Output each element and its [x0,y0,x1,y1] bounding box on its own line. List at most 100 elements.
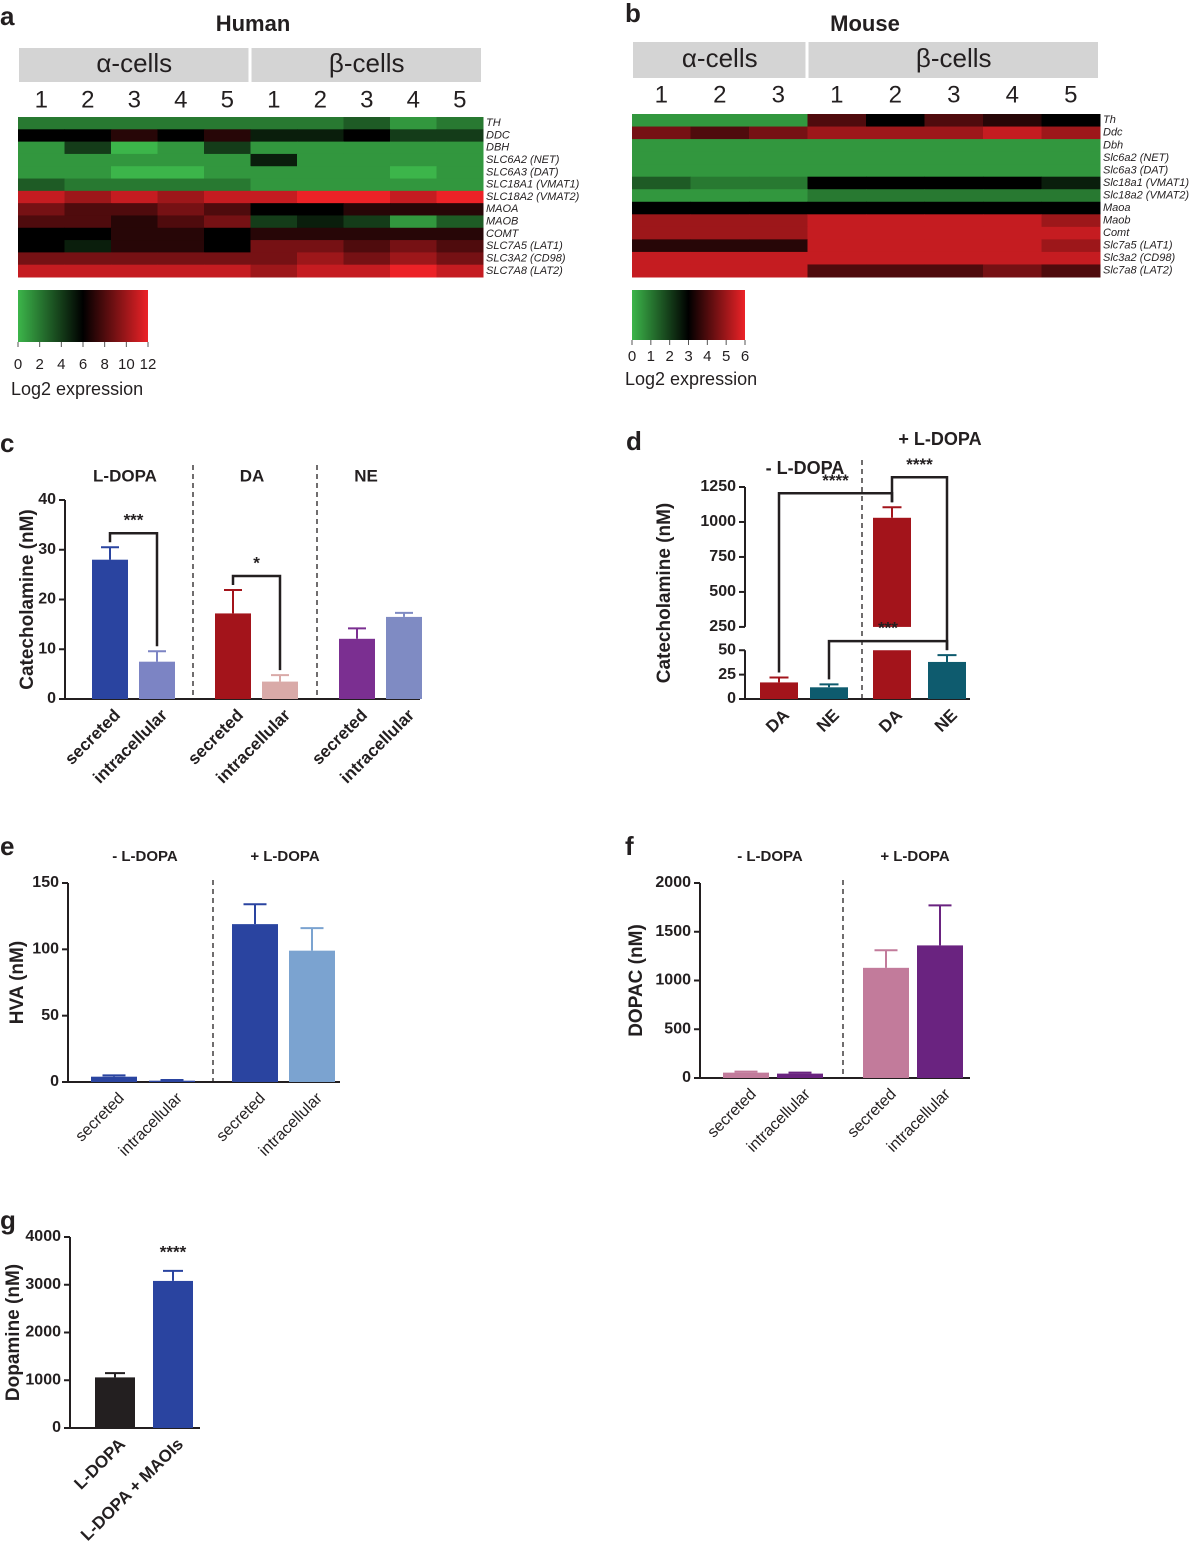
heatmap-cell [18,215,65,229]
heatmap-cell [250,190,298,204]
sample-label: 3 [360,86,373,113]
heatmap-cell [924,126,984,140]
y-axis-label: Dopamine (nM) [3,1264,24,1401]
gene-label: DDC [486,129,510,141]
error-bar [102,1074,126,1077]
heatmap-cell [111,117,158,130]
heatmap-cell [866,201,925,215]
heatmap-cell [807,164,867,178]
gene-label: Slc6a3 (DAT) [1103,164,1169,176]
heatmap-cell [204,240,251,253]
y-tick-label: 100 [32,941,59,958]
heatmap-cell [924,176,984,190]
error-bar [163,1269,183,1281]
heatmap-cell [807,264,867,278]
x-tick-label: secreted [213,1090,268,1145]
heatmap-cell [983,189,1042,203]
heatmap-cell [390,264,437,278]
x-tick-label: secreted [72,1090,127,1145]
error-bar [348,627,366,639]
sample-label: 5 [453,86,466,113]
heatmap-cell [343,190,391,204]
heatmap-cell [807,151,867,165]
heatmap-cell [632,189,691,203]
error-bar [300,927,324,951]
bar [777,1073,823,1078]
bar [386,616,422,699]
heatmap-cell [64,153,112,167]
heatmap-cell [297,227,344,241]
colorbar-tick-label: 2 [665,348,673,365]
heatmap-cell [866,264,925,278]
sample-label: 5 [221,86,234,113]
bar [873,650,911,699]
error-bar [101,546,119,560]
heatmap-cell [749,226,808,240]
heatmap-cell [436,117,484,130]
sample-label: 3 [947,81,960,108]
error-bar [819,683,839,688]
sample-label: 4 [407,86,420,113]
colorbar-label: Log2 expression [11,379,143,399]
heatmap-cell [690,189,750,203]
heatmap-cell [297,178,344,192]
heatmap-cell [390,215,437,229]
heatmap-cell [807,114,867,128]
significance-bracket [108,532,159,647]
heatmap-cell [343,252,391,266]
heatmap-cell [436,129,484,143]
heatmap-cell [749,264,808,278]
heatmap-cell [111,227,158,241]
group-header [633,42,806,78]
sample-label: 1 [35,86,48,113]
sample-label: 2 [713,81,726,108]
heatmap-cell [111,252,158,266]
heatmap-cell [1041,126,1101,140]
heatmap-cell [204,264,251,278]
heatmap-cell [632,264,691,278]
error-bar [105,1372,125,1378]
colorbar-tick-label: 12 [140,356,157,373]
bar [810,687,848,699]
gene-label: Slc7a5 (LAT1) [1103,240,1173,252]
error-bar [734,1070,758,1073]
heatmap-cell [18,227,65,241]
x-tick-label: NE [813,706,843,736]
heatmap-cell [111,215,158,229]
heatmap-cell [690,251,750,265]
heatmap-cell [250,203,298,216]
bar [760,682,798,699]
y-tick-label: 500 [709,583,736,600]
heatmap-cell [924,114,984,128]
heatmap-cell [18,203,65,216]
heatmap-cell [632,151,691,165]
heatmap-cell [436,252,484,266]
colorbar [632,290,745,340]
bar [863,967,909,1078]
heatmap-cell [111,129,158,143]
panel-letter: a [0,1,15,31]
heatmap-cell [866,214,925,228]
error-bar [224,589,242,614]
heatmap-cell [343,240,391,253]
heatmap-cell [749,126,808,140]
heatmap-cell [632,176,691,190]
heatmap-cell [983,214,1042,228]
heatmap-cell [297,252,344,266]
sample-label: 4 [174,86,187,113]
colorbar-tick-label: 2 [35,356,43,373]
heatmap-cell [924,226,984,240]
gene-label: SLC7A8 (LAT2) [486,265,563,277]
group-label: β-cells [916,43,992,73]
y-tick-label: 1000 [25,1371,61,1388]
heatmap-cell [749,176,808,190]
heatmap-cell [807,126,867,140]
y-tick-label: 25 [718,666,736,683]
y-tick-label: 20 [38,591,56,608]
heatmap-cell [64,190,112,204]
heatmap-cell [64,166,112,180]
heatmap-cell [64,227,112,241]
y-tick-label: 30 [38,541,56,558]
heatmap-cell [436,153,484,167]
bar [95,1377,135,1428]
